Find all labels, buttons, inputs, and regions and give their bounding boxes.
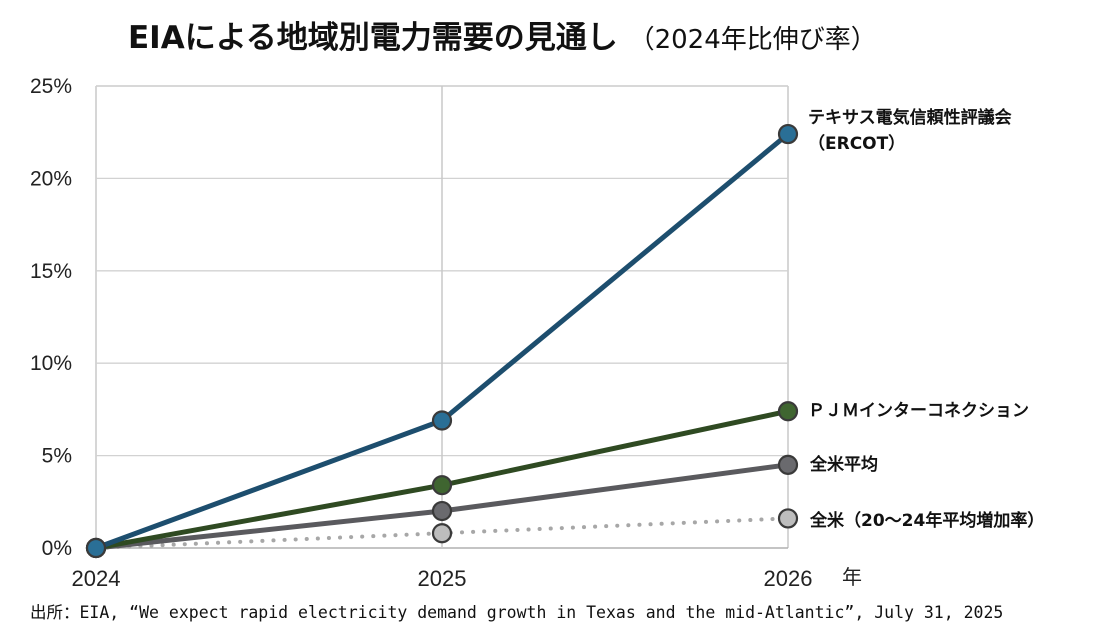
label-ercot-line2: （ERCOT） (808, 133, 905, 154)
grid-layer (96, 85, 788, 549)
x-axis-unit: 年 (842, 566, 862, 589)
series-3-point-2 (777, 508, 799, 529)
y-tick-label: 15% (30, 260, 72, 283)
series-2-point-1 (431, 500, 453, 522)
series-0-point-0 (85, 537, 107, 559)
series-0-point-2 (777, 123, 799, 145)
y-tick-label: 25% (30, 75, 72, 98)
x-tick-label: 2026 (764, 566, 813, 591)
label-ercot: テキサス電気信頼性評議会 (808, 107, 1012, 128)
series-layer (85, 123, 799, 559)
y-tick-label: 20% (30, 167, 72, 190)
chart-subtitle: （2024年比伸び率） (629, 25, 877, 55)
chart-title: EIAによる地域別電力需要の見通し （2024年比伸び率） (128, 20, 877, 56)
y-tick-label: 0% (42, 537, 72, 560)
series-2-point-2 (777, 454, 799, 475)
series-line-3 (94, 516, 790, 550)
y-tick-labels: 0% 5% 10% 15% 20% 25% (30, 75, 72, 560)
x-tick-label: 2025 (418, 566, 467, 591)
series-0-point-1 (431, 410, 453, 431)
source-note: 出所：EIA, “We expect rapid electricity dem… (30, 603, 1003, 622)
x-tick-label: 2024 (72, 566, 121, 591)
series-1-point-1 (431, 475, 453, 496)
label-us-average: 全米平均 (809, 454, 878, 475)
y-tick-label: 5% (42, 445, 72, 468)
series-1-point-2 (777, 401, 799, 422)
y-tick-label: 10% (30, 352, 72, 375)
x-tick-labels: 2024 2025 2026 (72, 566, 813, 591)
label-pjm: ＰＪＭインターコネクション (808, 401, 1029, 421)
label-us-trend: 全米（20～24年平均増加率） (809, 510, 1044, 531)
chart-title-main: EIAによる地域別電力需要の見通し (128, 20, 618, 56)
series-3-point-1 (431, 523, 453, 544)
